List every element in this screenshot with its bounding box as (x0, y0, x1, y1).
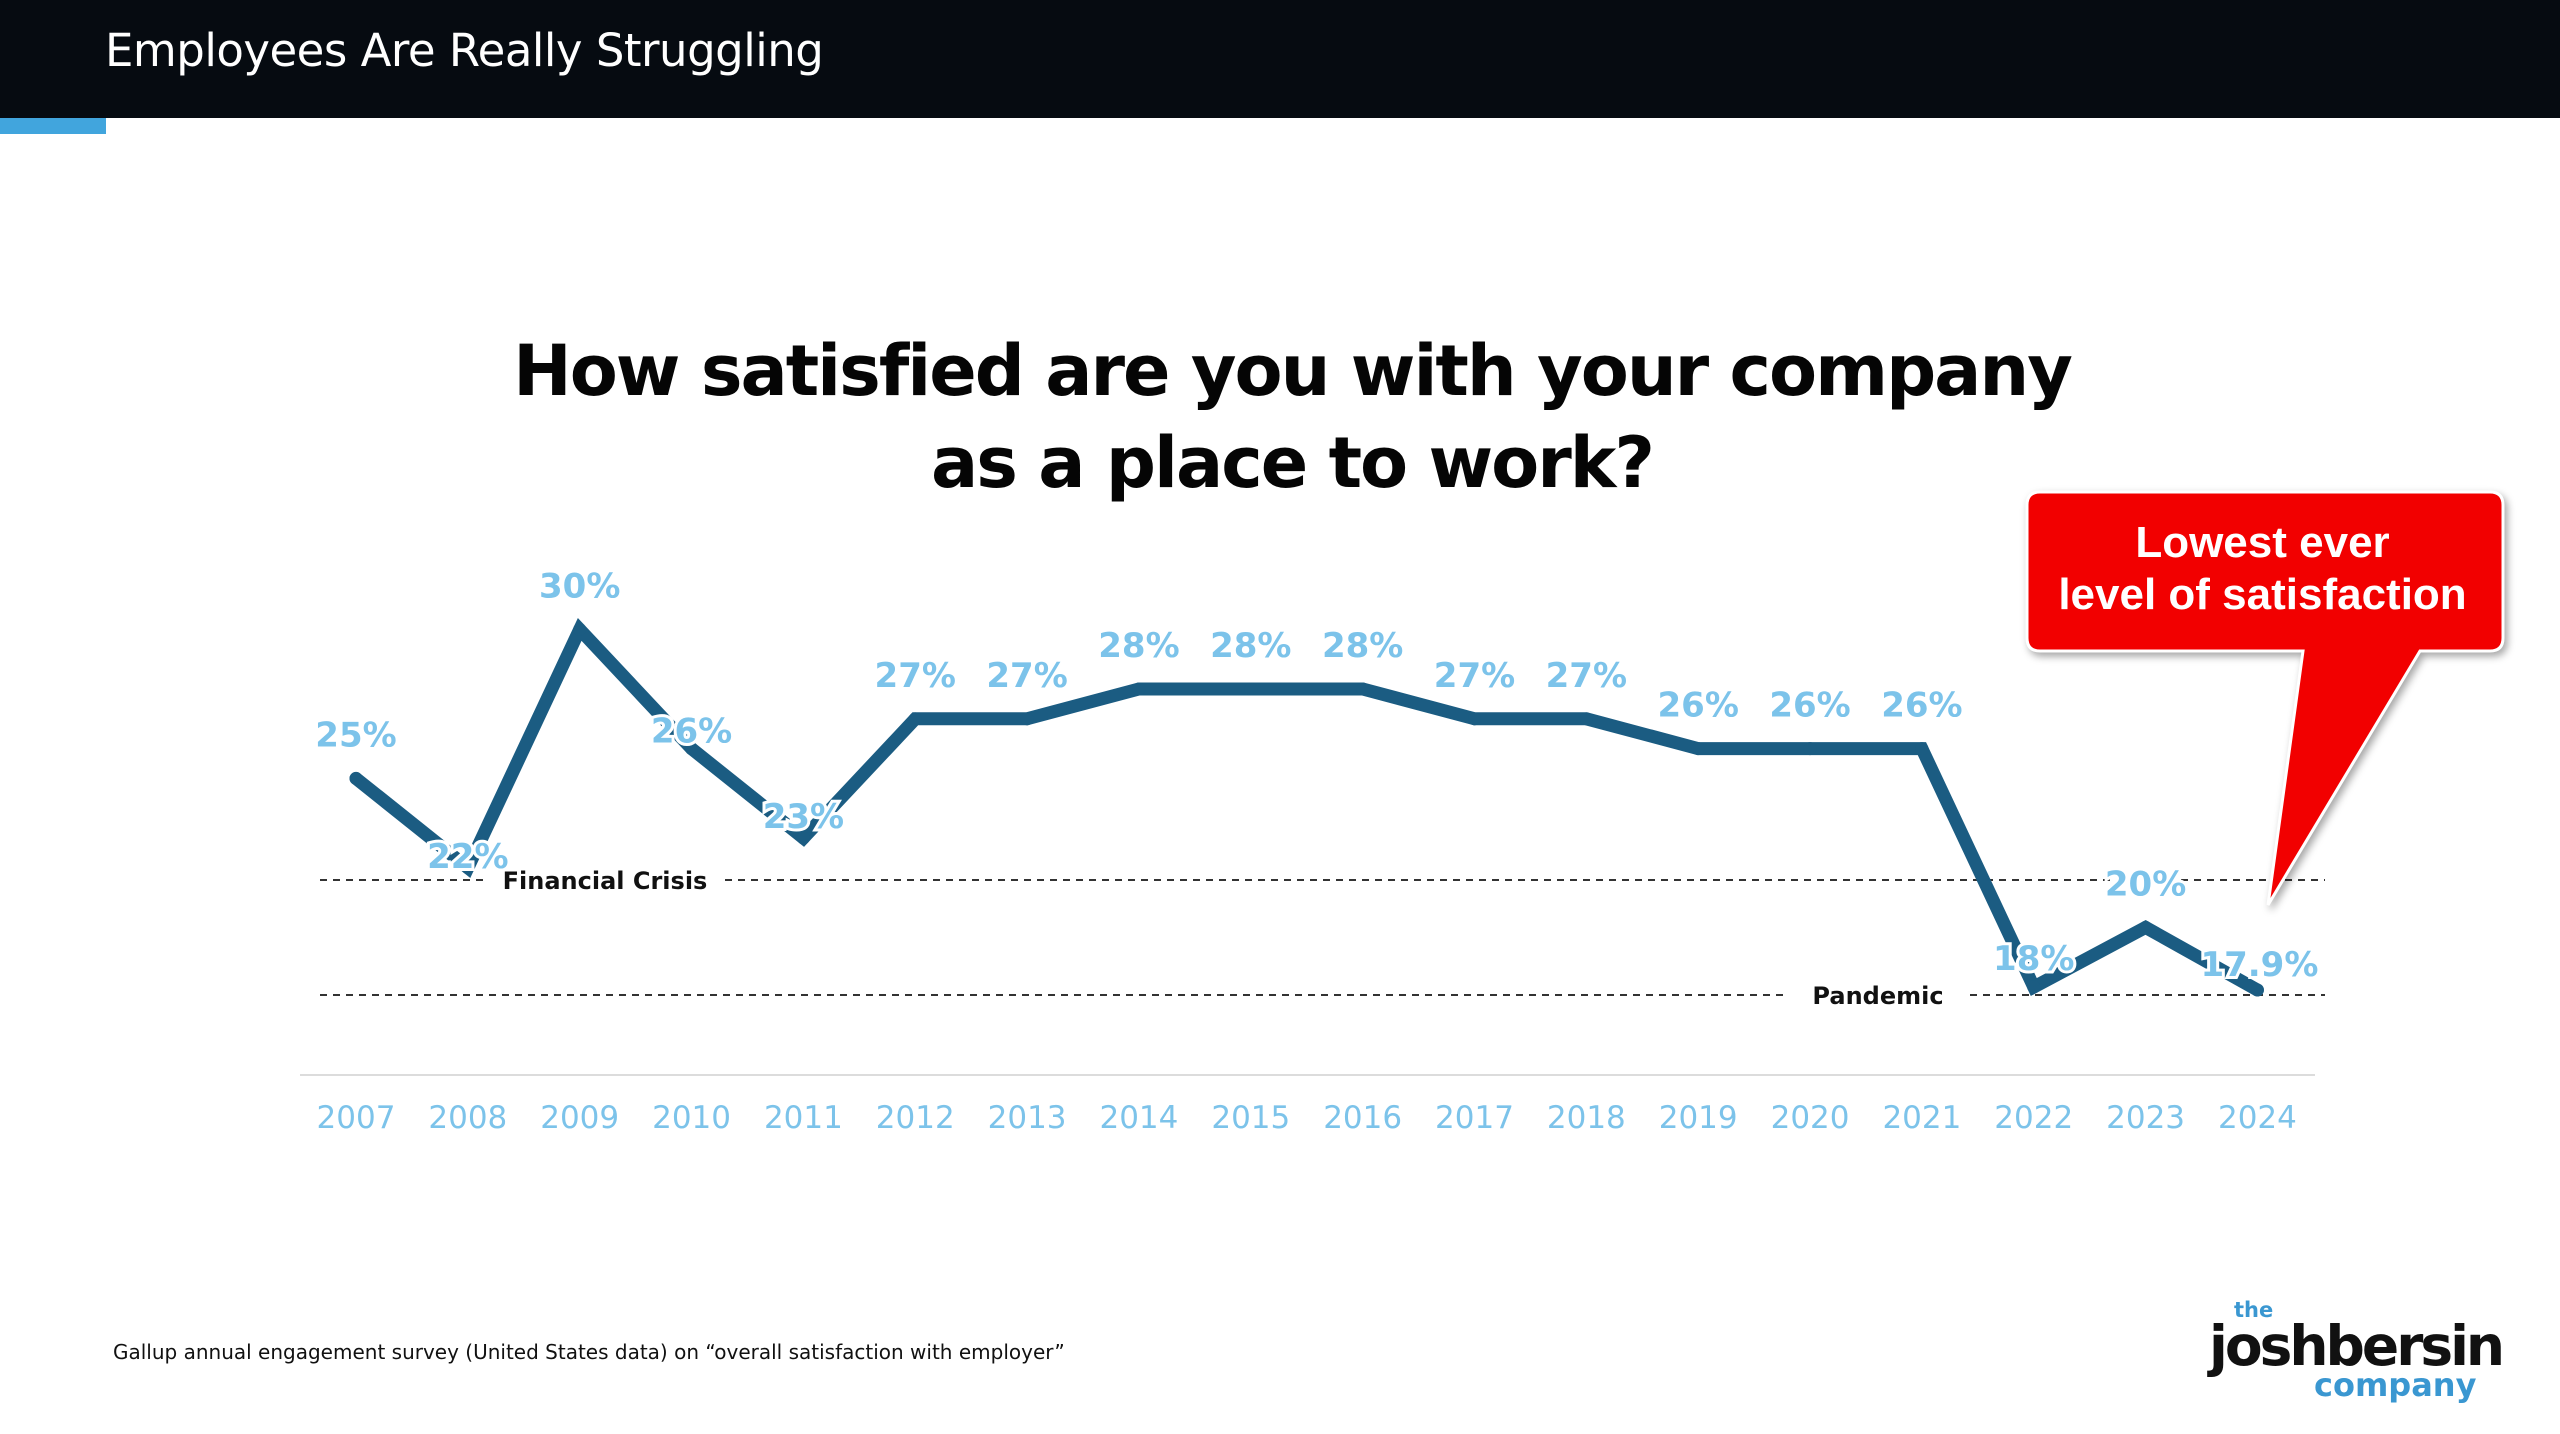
data-point (1803, 742, 1817, 756)
data-label: 27% (875, 656, 956, 696)
data-label: 27% (986, 656, 1067, 696)
reference-line-label: Financial Crisis (503, 867, 708, 895)
x-tick-label: 2007 (317, 1100, 396, 1136)
data-point (1691, 742, 1705, 756)
source-footnote: Gallup annual engagement survey (United … (113, 1340, 1065, 1364)
data-point (1132, 682, 1146, 696)
data-label: 17.9% (2200, 945, 2318, 985)
callout-text: Lowest ever level of satisfaction (2025, 517, 2500, 621)
x-tick-label: 2010 (652, 1100, 731, 1136)
data-point (2250, 983, 2264, 997)
callout-line-1: Lowest ever (2135, 518, 2390, 567)
logo-company: company (2314, 1366, 2477, 1404)
data-point (685, 742, 699, 756)
slide-title: Employees Are Really Struggling (105, 24, 824, 77)
data-label: 20% (2105, 864, 2186, 904)
x-tick-label: 2013 (988, 1100, 1067, 1136)
x-tick-label: 2015 (1211, 1100, 1290, 1136)
data-label: 18% (1993, 939, 2074, 979)
data-point (2139, 920, 2153, 934)
x-tick-label: 2017 (1435, 1100, 1514, 1136)
data-label: 25% (315, 715, 396, 755)
x-tick-label: 2020 (1771, 1100, 1850, 1136)
data-label: 27% (1434, 656, 1515, 696)
data-point (573, 622, 587, 636)
data-label: 27% (1546, 656, 1627, 696)
data-point (1356, 682, 1370, 696)
header-accent-bar (0, 118, 106, 134)
x-tick-label: 2021 (1882, 1100, 1961, 1136)
data-point (1915, 742, 1929, 756)
data-point (1468, 712, 1481, 726)
reference-lines: Financial Crisis Pandemic (320, 867, 2325, 1010)
header-bar (0, 0, 2560, 118)
company-logo: the joshbersin company (2200, 1298, 2505, 1408)
x-tick-label: 2023 (2106, 1100, 2185, 1136)
x-tick-label: 2012 (876, 1100, 955, 1136)
data-point (1244, 682, 1258, 696)
data-point (2027, 980, 2041, 994)
data-label: 26% (651, 712, 732, 752)
x-tick-label: 2014 (1099, 1100, 1178, 1136)
chart-title: How satisfied are you with your company … (0, 325, 2560, 509)
data-label: 26% (1658, 686, 1739, 726)
x-axis-tick-labels: 2007 2008 2009 2010 2011 2012 2013 2014 2015 2016… (317, 1100, 2297, 1136)
x-tick-label: 2009 (540, 1100, 619, 1136)
data-label: 26% (1769, 686, 1850, 726)
data-label: 28% (1210, 626, 1291, 666)
x-tick-label: 2019 (1659, 1100, 1738, 1136)
data-point (349, 771, 363, 785)
data-point (796, 831, 810, 845)
chart-title-line-2: as a place to work? (931, 422, 1655, 504)
callout-line-2: level of satisfaction (2058, 570, 2467, 619)
data-label: 26% (1881, 686, 1962, 726)
logo-the: the (2234, 1298, 2274, 1322)
callout-shape (2025, 490, 2505, 906)
callout-bubble (2025, 490, 2505, 906)
data-label: 28% (1322, 626, 1403, 666)
data-point (908, 712, 922, 726)
data-point (1579, 712, 1593, 726)
data-labels: 25% 22% 30% 26% 23% 27% 27% 28% 28% 28% 27% 27% 26% 2… (312, 563, 2321, 988)
x-tick-label: 2008 (428, 1100, 507, 1136)
logo-name: joshbersin (2209, 1314, 2505, 1378)
series-line (349, 617, 2264, 997)
x-tick-label: 2011 (764, 1100, 843, 1136)
x-tick-label: 2024 (2218, 1100, 2297, 1136)
data-label: 23% (763, 797, 844, 837)
x-tick-label: 2022 (1994, 1100, 2073, 1136)
series-group (349, 617, 2264, 997)
data-label: 22% (427, 837, 508, 877)
data-label: 30% (539, 566, 620, 606)
data-point (461, 861, 475, 875)
x-tick-label: 2018 (1547, 1100, 1626, 1136)
chart-title-line-1: How satisfied are you with your company (513, 330, 2073, 412)
reference-line-label: Pandemic (1812, 982, 1943, 1010)
x-tick-label: 2016 (1323, 1100, 1402, 1136)
data-label: 28% (1098, 626, 1179, 666)
data-point (1020, 712, 1034, 726)
